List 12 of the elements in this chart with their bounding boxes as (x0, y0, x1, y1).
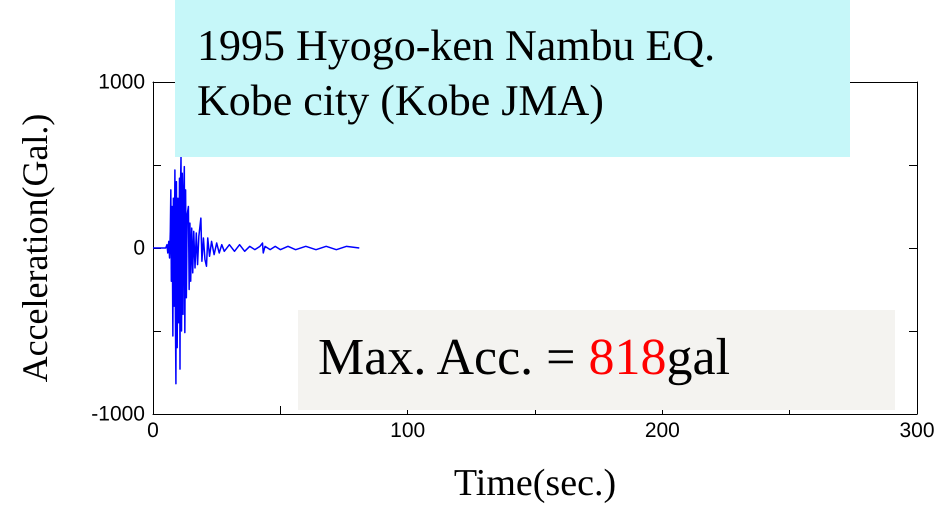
y-axis-title: Acceleration(Gal.) (15, 114, 55, 382)
x-tick-label: 200 (644, 419, 680, 442)
y-tick-label: -1000 (91, 402, 145, 426)
x-axis-title: Time(sec.) (454, 462, 616, 504)
y-tick-label: 1000 (98, 70, 145, 94)
x-tick-label: 100 (390, 419, 426, 442)
x-tick-label: 300 (899, 419, 935, 442)
annotation: Kobe city (Kobe JMA) (197, 75, 605, 127)
y-tick-label: 0 (133, 236, 145, 260)
x-tick-label: 0 (147, 419, 159, 442)
text: 1995 Hyogo-ken Nambu EQ. (197, 20, 716, 72)
annotation: Max. Acc. = 818gal (318, 329, 730, 386)
